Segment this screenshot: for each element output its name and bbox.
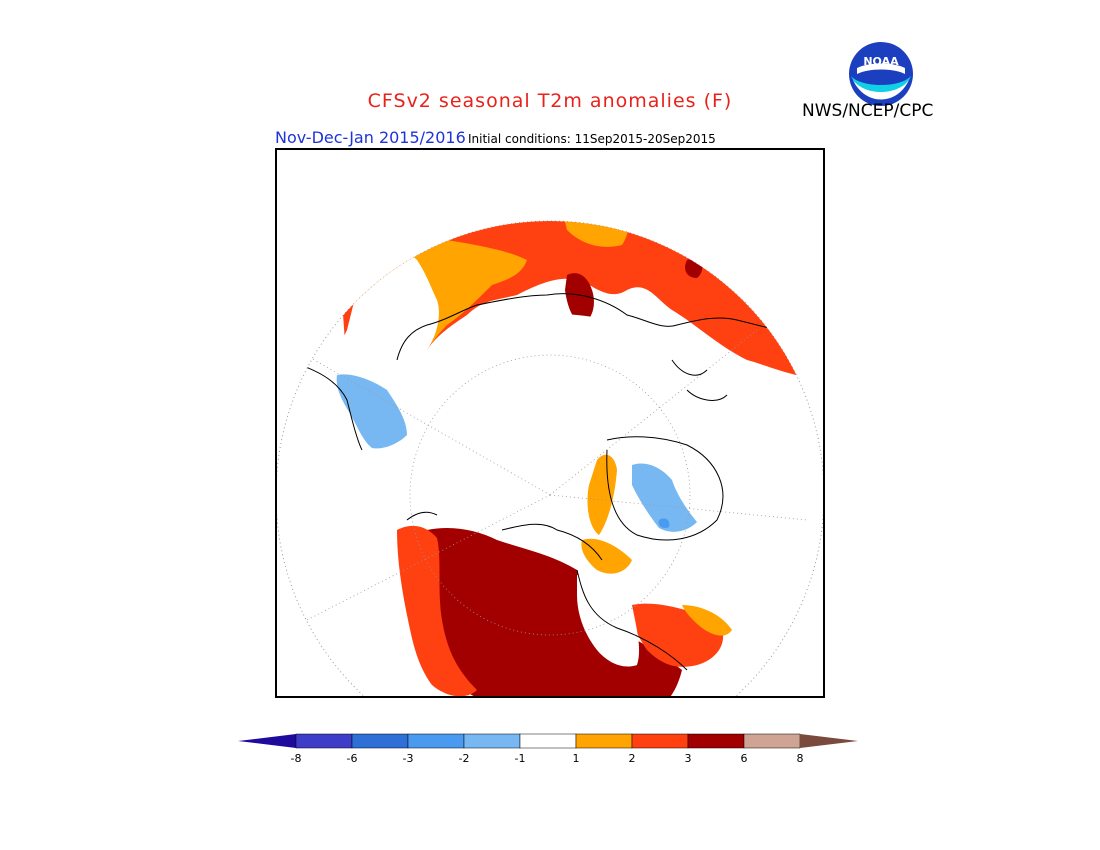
meridian-line	[549, 329, 758, 496]
hudson-white-region	[577, 575, 640, 667]
legend-tick-label: -6	[346, 752, 358, 765]
legend-swatch	[295, 733, 353, 749]
legend-tick-label: -3	[402, 752, 414, 765]
legend-tick-label: -1	[514, 752, 526, 765]
eurasia-warm-region	[337, 221, 823, 380]
polar-map	[275, 148, 825, 698]
legend-swatch	[743, 733, 801, 749]
siberia-darkred-region	[565, 273, 594, 325]
color-legend	[238, 733, 858, 749]
legend-swatch	[800, 734, 858, 748]
canada-darkred-region	[422, 528, 682, 696]
russia-east-darkred-region	[789, 290, 823, 350]
legend-swatch	[631, 733, 689, 749]
legend-tick-label: 3	[684, 752, 692, 765]
legend-tick-label: 6	[740, 752, 748, 765]
period-label: Nov-Dec-Jan 2015/2016	[275, 128, 466, 147]
meridian-line	[306, 494, 551, 621]
northwest-america-red-region	[397, 525, 477, 696]
legend-swatch	[238, 734, 296, 748]
noaa-logo: NOAA	[849, 42, 913, 106]
legend-swatch	[575, 733, 633, 749]
scandinavia-cold-region	[336, 374, 407, 449]
legend-swatch	[351, 733, 409, 749]
legend-tick-label: -2	[458, 752, 470, 765]
labrador-orange-region	[682, 605, 732, 636]
legend-tick-label: 8	[796, 752, 804, 765]
baffin-orange-region	[581, 538, 632, 574]
agency-label: NWS/NCEP/CPC	[802, 101, 934, 121]
legend-swatch	[687, 733, 745, 749]
latitude-60-line	[409, 354, 691, 636]
legend-tick-label: -8	[290, 752, 302, 765]
legend-swatch	[519, 733, 577, 749]
chart-title: CFSv2 seasonal T2m anomalies (F)	[367, 90, 733, 112]
coastline	[286, 293, 798, 671]
legend-swatch	[463, 733, 521, 749]
logo-text: NOAA	[863, 55, 899, 68]
meridian-line	[296, 349, 551, 496]
anomaly-map-svg	[277, 220, 823, 696]
greenland-east-orange-region	[587, 454, 617, 535]
greenland-colder-region	[658, 518, 670, 529]
legend-tick-label: 2	[628, 752, 636, 765]
legend-swatch	[407, 733, 465, 749]
greenland-cold-region	[632, 463, 697, 532]
legend-tick-label: 1	[572, 752, 580, 765]
initial-conditions-label: Initial conditions: 11Sep2015-20Sep2015	[468, 132, 716, 146]
